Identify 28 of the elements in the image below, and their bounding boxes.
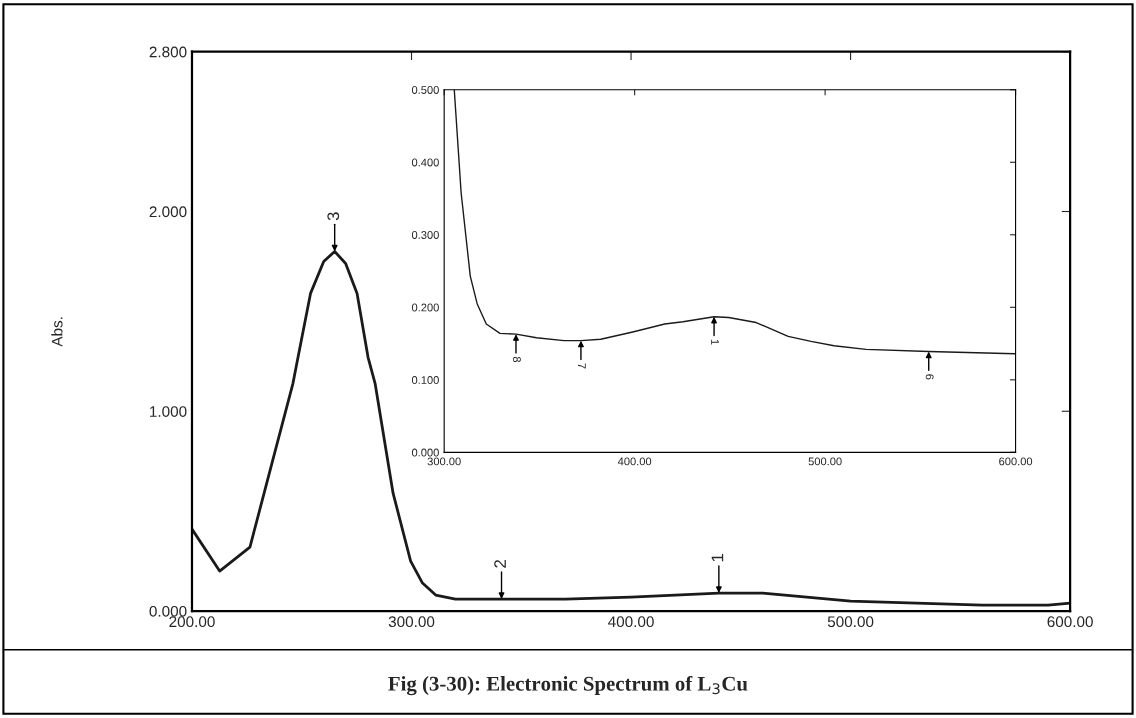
annotation: 8 — [513, 356, 521, 363]
y-tick-label: 0.500 — [411, 86, 439, 94]
text: Fig (3-30): Electronic Spectrum of L$_{3}$Cu — [388, 675, 748, 696]
x-tick-label: 400.00 — [608, 616, 654, 628]
annotation: 2 — [494, 560, 506, 568]
x-tick-label: 600.00 — [999, 457, 1033, 466]
x-tick-label: 200.00 — [169, 616, 215, 628]
annotation: 1 — [711, 554, 724, 562]
x-tick-label: 500.00 — [808, 457, 842, 466]
annotation: 7 — [578, 363, 586, 369]
y-tick-label: 2.800 — [149, 46, 187, 58]
x-tick-label: 400.00 — [617, 457, 652, 466]
x-tick-label: 300.00 — [388, 616, 435, 628]
x-tick-label: 600.00 — [1047, 616, 1093, 628]
y-tick-label: 1.000 — [150, 406, 187, 417]
y-tick-label: 0.400 — [411, 158, 439, 167]
y-tick-label: 2.000 — [149, 206, 187, 218]
y-axis-title: Abs. — [51, 317, 63, 347]
y-tick-label: 0.000 — [149, 605, 187, 617]
y-tick-label: 0.000 — [411, 448, 439, 457]
annotation: 1 — [711, 339, 719, 345]
y-tick-label: 0.100 — [411, 376, 439, 384]
y-tick-label: 0.200 — [411, 303, 439, 312]
y-tick-label: 0.300 — [411, 231, 439, 239]
annotation: 3 — [327, 212, 340, 221]
x-tick-label: 500.00 — [827, 616, 874, 628]
annotation: 6 — [925, 374, 934, 380]
x-tick-label: 300.00 — [427, 457, 461, 466]
